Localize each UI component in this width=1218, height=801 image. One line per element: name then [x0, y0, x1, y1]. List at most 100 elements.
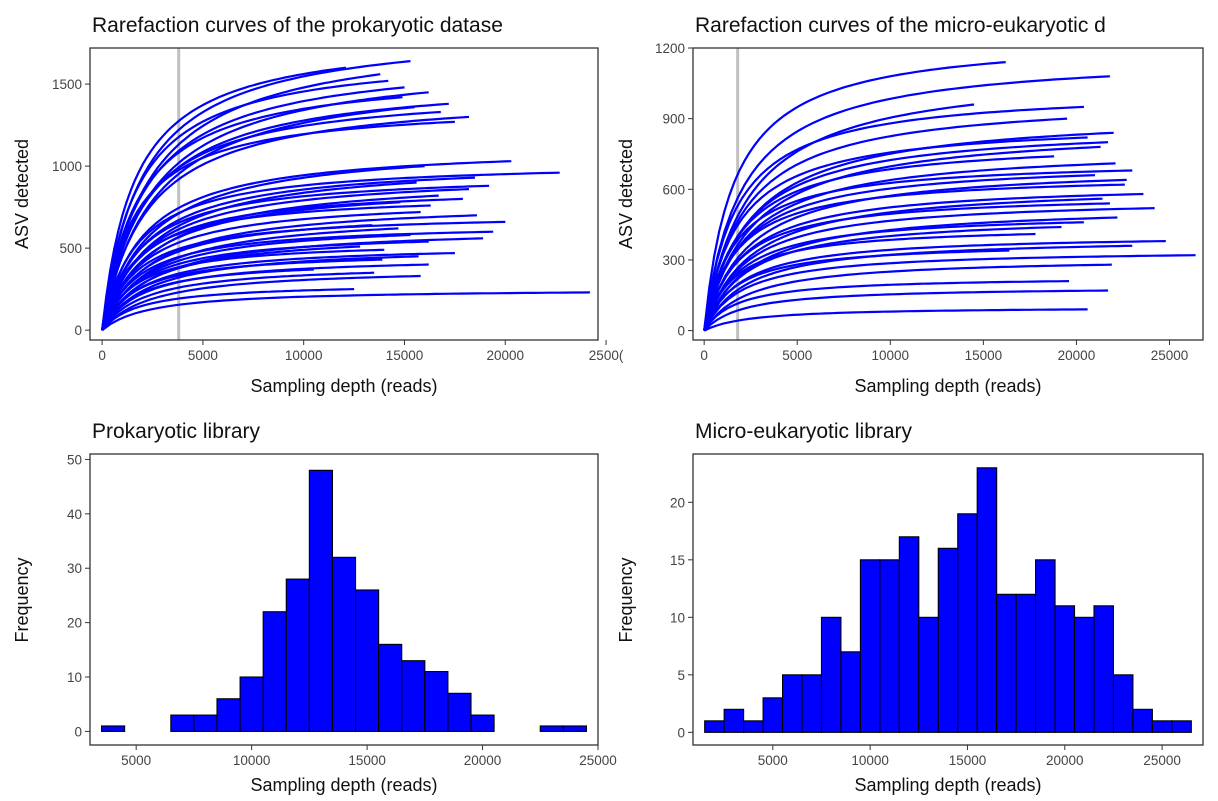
rarefaction-curve [101, 66, 347, 331]
rarefaction-curve [703, 155, 1055, 331]
x-tick-label: 5000 [758, 753, 788, 768]
plot-area [704, 467, 1192, 733]
x-axis-label: Sampling depth (reads) [250, 376, 437, 396]
rarefaction-curve [101, 230, 494, 331]
rarefaction-curve [703, 249, 1010, 332]
y-tick-label: 1500 [52, 77, 82, 92]
histogram-bar [937, 547, 959, 733]
plot-area [703, 48, 1196, 340]
rarefaction-curve [101, 60, 411, 331]
histogram-bar [704, 720, 725, 733]
y-tick-label: 20 [67, 616, 82, 631]
x-tick-label: 15000 [386, 348, 424, 363]
x-axis-label: Sampling depth (reads) [854, 376, 1041, 396]
histogram-bar [216, 698, 241, 732]
x-tick-label: 15000 [348, 753, 386, 768]
histogram-bar [879, 559, 900, 733]
y-tick-label: 15 [670, 553, 685, 568]
y-axis-label: Frequency [12, 557, 32, 642]
rarefaction-curve [703, 61, 1006, 331]
histogram-bar [1035, 559, 1056, 733]
histogram-bar [424, 671, 449, 732]
y-tick-label: 1000 [52, 159, 82, 174]
x-axis-label: Sampling depth (reads) [854, 775, 1041, 795]
x-tick-label: 10000 [233, 753, 271, 768]
rarefaction-curve [101, 274, 421, 331]
rarefaction-curve [703, 263, 1112, 332]
rarefaction-curve [101, 165, 425, 331]
rarefaction-curve [101, 79, 389, 331]
x-tick-label: 10000 [872, 348, 910, 363]
x-tick-label: 20000 [486, 348, 524, 363]
y-axis-label: Frequency [616, 557, 636, 642]
histogram-bar [976, 467, 998, 733]
rarefaction-curve [101, 268, 314, 331]
histogram-bar [100, 725, 126, 732]
rarefaction-curve [703, 240, 1166, 332]
x-tick-label: 20000 [464, 753, 502, 768]
chart-title: Rarefaction curves of the micro-eukaryot… [695, 14, 1106, 37]
x-tick-label: 20000 [1046, 753, 1084, 768]
rarefaction-curve [101, 171, 560, 331]
histogram-bar [1171, 720, 1192, 733]
y-tick-label: 0 [74, 323, 82, 338]
x-tick-label: 5000 [782, 348, 812, 363]
rarefaction-curve [703, 289, 1109, 332]
x-tick-label: 15000 [965, 348, 1003, 363]
histogram-bar [918, 616, 939, 733]
histogram-bar [820, 616, 842, 733]
histogram-bar [781, 674, 803, 733]
y-tick-label: 500 [59, 241, 82, 256]
rarefaction-curve [703, 225, 1062, 332]
rarefaction-curve [703, 308, 1088, 332]
histogram-bar [1054, 605, 1076, 733]
x-tick-label: 5000 [121, 753, 151, 768]
rarefaction-curve [101, 176, 476, 331]
x-tick-label: 25000 [579, 753, 617, 768]
rarefaction-curve [703, 183, 1125, 331]
y-axis-label: ASV detected [12, 139, 32, 249]
rarefaction-curve [703, 174, 1096, 331]
panel-micro-eukaryotic-rarefaction: Rarefaction curves of the micro-eukaryot… [616, 14, 1204, 396]
rarefaction-curve [703, 162, 1116, 331]
rarefaction-curve [101, 224, 373, 331]
rarefaction-curve [101, 184, 490, 331]
x-tick-label: 20000 [1058, 348, 1096, 363]
rarefaction-curve [101, 288, 355, 331]
y-tick-label: 0 [74, 724, 82, 739]
histogram-bar [562, 725, 588, 732]
x-tick-label: 0 [700, 348, 708, 363]
rarefaction-curve [703, 202, 1110, 331]
rarefaction-curve [703, 207, 1155, 331]
histogram-bar [354, 589, 380, 732]
histogram-bar [170, 714, 195, 732]
histogram-bar [470, 714, 495, 732]
histogram-bar [193, 714, 218, 732]
rarefaction-curve [101, 258, 383, 331]
rarefaction-curve [101, 245, 361, 331]
plot-frame [89, 453, 599, 746]
x-tick-label: 25000 [1143, 753, 1181, 768]
y-tick-label: 600 [662, 182, 685, 197]
histogram-bar [239, 676, 264, 732]
histogram-bar [308, 469, 334, 732]
y-tick-label: 40 [67, 507, 82, 522]
histogram-bar [859, 559, 881, 733]
rarefaction-curve [101, 160, 512, 331]
rarefaction-curve [101, 181, 417, 331]
rarefaction-curve [101, 96, 403, 331]
rarefaction-curve [101, 248, 385, 331]
histogram-bar [898, 536, 920, 733]
rarefaction-curve [101, 271, 375, 331]
y-tick-label: 5 [677, 668, 685, 683]
histogram-bar [1151, 720, 1173, 733]
histogram-bar [1132, 708, 1153, 733]
histogram-bar [996, 593, 1017, 733]
y-tick-label: 300 [662, 253, 685, 268]
rarefaction-curve [703, 254, 1196, 332]
histogram-bar [401, 660, 426, 732]
rarefaction-curve [703, 117, 1068, 331]
histogram-bar [285, 578, 310, 732]
x-tick-label: 10000 [285, 348, 323, 363]
